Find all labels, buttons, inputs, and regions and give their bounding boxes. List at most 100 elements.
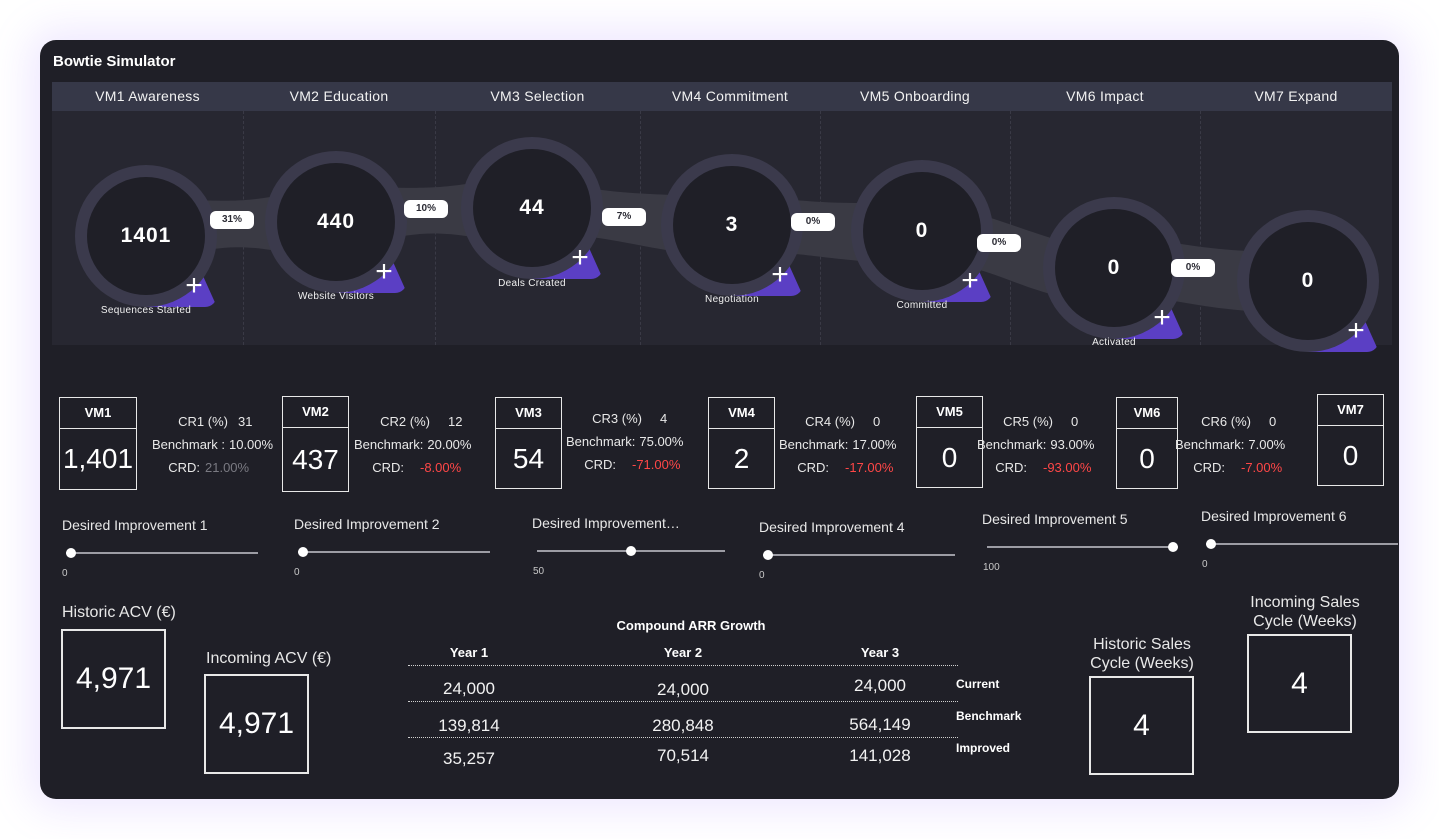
arr-year-header: Year 3	[860, 645, 900, 660]
stage-label-vm6: VM6 Impact	[1066, 88, 1144, 104]
slider-thumb[interactable]	[1206, 539, 1216, 549]
app-title: Bowtie Simulator	[53, 53, 176, 70]
node-inner: 44	[473, 149, 591, 267]
funnel-node-vm4: 3 +	[661, 154, 803, 296]
benchmark-label: Benchmark:	[779, 437, 849, 452]
crd-label: CRD:	[372, 460, 404, 475]
vm-box-1: VM1 1,401	[59, 397, 137, 490]
cr-label: CR1 (%)	[178, 414, 228, 429]
cr-value: 0	[1071, 414, 1079, 429]
vm-box-5: VM5 0	[916, 396, 983, 488]
plus-icon[interactable]: +	[771, 258, 789, 291]
arr-cell: 24,000	[657, 680, 709, 699]
conversion-pill: 0%	[977, 234, 1021, 252]
arr-cell: 280,848	[652, 716, 714, 735]
plus-icon[interactable]: +	[1347, 314, 1365, 347]
slider-label: Desired Improvement…	[532, 515, 680, 531]
conversion-rate-block-6: CR6 (%) 0 Benchmark: 7.00% CRD: -7.00%	[1175, 410, 1313, 480]
incoming-sales-cycle-label: Incoming Sales Cycle (Weeks)	[1250, 594, 1360, 630]
slider-track[interactable]	[1206, 543, 1398, 545]
cr-value: 4	[660, 411, 668, 426]
table-divider	[408, 665, 958, 666]
incoming-acv-label: Incoming ACV (€)	[206, 650, 332, 667]
conversion-pill: 0%	[791, 213, 835, 231]
stage-label-vm4: VM4 Commitment	[671, 88, 789, 104]
node-label: Negotiation	[705, 294, 759, 305]
slider-thumb[interactable]	[763, 550, 773, 560]
slider-thumb[interactable]	[66, 548, 76, 558]
crd-label: CRD:	[168, 460, 200, 475]
plus-icon[interactable]: +	[961, 264, 979, 297]
vm-box-header: VM5	[917, 397, 982, 428]
arr-cell: 564,149	[849, 715, 911, 734]
slider-value: 0	[1202, 559, 1208, 570]
plus-icon[interactable]: +	[375, 255, 393, 288]
arr-cell: 35,257	[443, 749, 495, 768]
crd-label: CRD:	[1193, 460, 1225, 475]
incoming-acv-box: 4,971	[204, 674, 309, 774]
slider-value: 50	[533, 566, 545, 577]
vm-box-3: VM3 54	[495, 397, 562, 489]
slider-track[interactable]	[66, 552, 258, 554]
vm-box-header: VM4	[709, 398, 774, 429]
stage-label-vm3: VM3 Selection	[490, 88, 585, 104]
stage-label-vm7: VM7 Expand	[1254, 88, 1338, 104]
conversion-rate-block-5: CR5 (%) 0 Benchmark: 93.00% CRD: -93.00%	[977, 410, 1115, 480]
vm-box-6: VM6 0	[1116, 397, 1178, 489]
conversion-pill: 10%	[404, 200, 448, 218]
vm-box-value: 437	[292, 444, 339, 475]
cr-label: CR6 (%)	[1201, 414, 1251, 429]
historic-sales-cycle-label: Historic Sales Cycle (Weeks)	[1090, 636, 1194, 672]
plus-icon[interactable]: +	[185, 269, 203, 302]
slider-thumb[interactable]	[298, 547, 308, 557]
arr-row-label: Current	[956, 677, 1000, 691]
vm-box-2: VM2 437	[282, 396, 349, 492]
vm-box-value: 54	[512, 443, 545, 474]
crd-value: -93.00%	[1043, 460, 1092, 475]
benchmark-label: Benchmark:	[977, 437, 1047, 452]
arr-year-header: Year 2	[663, 645, 703, 660]
historic-acv-box: 4,971	[61, 629, 166, 729]
crd-value: 21.00%	[205, 460, 250, 475]
node-value: 440	[316, 210, 356, 233]
node-value: 44	[519, 196, 545, 219]
stage-header-bar: VM1 Awareness VM2 Education VM3 Selectio…	[52, 82, 1392, 111]
slider-thumb[interactable]	[1168, 542, 1178, 552]
cr-label: CR2 (%)	[380, 414, 430, 429]
conversion-rate-block-3: CR3 (%) 4 Benchmark: 75.00% CRD: -71.00%	[566, 407, 704, 477]
crd-label: CRD:	[995, 460, 1027, 475]
cr-value: 0	[1269, 414, 1277, 429]
arr-cell: 24,000	[854, 676, 906, 695]
vm-box-header: VM3	[496, 398, 561, 429]
plus-icon[interactable]: +	[1153, 301, 1171, 334]
node-value: 3	[725, 213, 739, 236]
slider-track[interactable]	[987, 546, 1178, 548]
slider-value: 0	[759, 570, 765, 581]
arr-table-title: Compound ARR Growth	[616, 618, 766, 633]
arr-year-header: Year 1	[449, 645, 489, 660]
benchmark-label: Benchmark:	[566, 434, 636, 449]
stage-label-vm1: VM1 Awareness	[95, 88, 200, 104]
slider-track[interactable]	[298, 551, 490, 553]
conversion-rate-block-1: CR1 (%) 31 Benchmark :10.00% CRD: 21.00%	[150, 410, 280, 480]
crd-label: CRD:	[797, 460, 829, 475]
vm-box-header: VM1	[60, 398, 136, 429]
funnel-node-vm7: 0 +	[1237, 210, 1379, 352]
slider-thumb[interactable]	[626, 546, 636, 556]
funnel-node-vm2: 440 +	[265, 151, 407, 293]
benchmark-value: 75.00%	[639, 434, 684, 449]
vm-box-value: 2	[733, 443, 750, 474]
cr-value: 0	[873, 414, 881, 429]
node-value: 0	[915, 219, 929, 242]
node-label: Deals Created	[498, 278, 566, 289]
benchmark-value: 93.00%	[1050, 437, 1095, 452]
plus-icon[interactable]: +	[571, 241, 589, 274]
benchmark-label: Benchmark:	[1175, 437, 1245, 452]
benchmark-label: Benchmark :	[152, 437, 225, 452]
slider-track[interactable]	[763, 554, 955, 556]
incoming-sales-cycle-box: 4	[1247, 634, 1352, 733]
benchmark-value: 20.00%	[427, 437, 472, 452]
stage-divider	[1200, 111, 1201, 345]
slider-label: Desired Improvement 2	[294, 516, 440, 532]
node-label: Committed	[896, 300, 948, 311]
